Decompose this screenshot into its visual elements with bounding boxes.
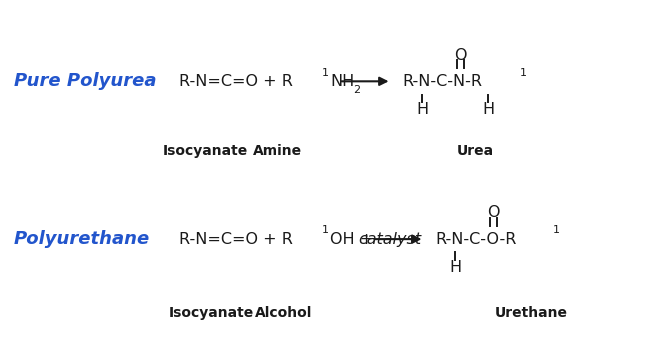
Text: H: H <box>482 102 494 117</box>
Text: Pure Polyurea: Pure Polyurea <box>14 72 157 90</box>
Text: 1: 1 <box>322 67 329 78</box>
Text: H: H <box>450 260 462 275</box>
Text: Urethane: Urethane <box>495 306 568 320</box>
Text: 1: 1 <box>322 225 329 236</box>
Text: NH: NH <box>330 74 354 89</box>
Text: O: O <box>487 205 499 220</box>
Text: 1: 1 <box>553 225 560 236</box>
Text: O: O <box>454 47 466 62</box>
Text: Urea: Urea <box>456 144 494 158</box>
Text: R-N=C=O + R: R-N=C=O + R <box>179 74 293 89</box>
Text: 2: 2 <box>354 85 360 95</box>
Text: Amine: Amine <box>253 144 302 158</box>
Text: H: H <box>416 102 428 117</box>
Text: OH +: OH + <box>330 232 379 247</box>
Text: R-N-C-O-R: R-N-C-O-R <box>436 232 517 247</box>
Text: Isocyanate: Isocyanate <box>163 144 247 158</box>
Text: 1: 1 <box>520 67 527 78</box>
Text: R-N-C-N-R: R-N-C-N-R <box>403 74 483 89</box>
Text: catalyst: catalyst <box>358 232 421 247</box>
Text: Isocyanate: Isocyanate <box>169 306 254 320</box>
Text: Polyurethane: Polyurethane <box>14 230 150 248</box>
Text: Alcohol: Alcohol <box>255 306 313 320</box>
Text: R-N=C=O + R: R-N=C=O + R <box>179 232 293 247</box>
